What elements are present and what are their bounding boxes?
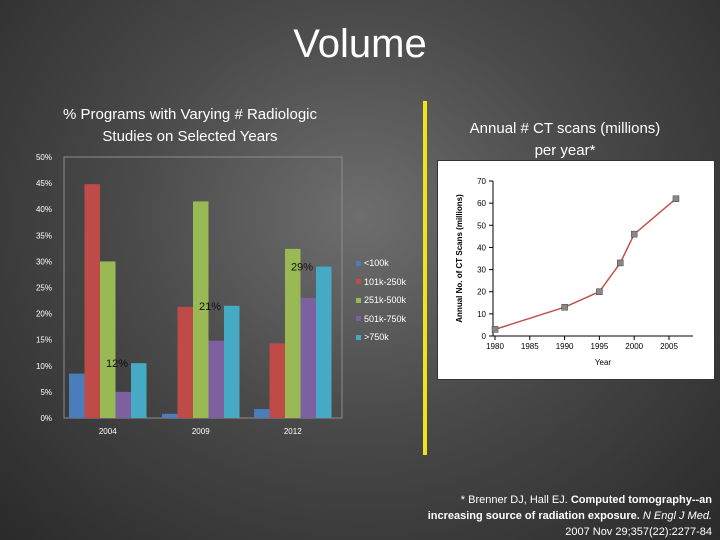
bar-2004-s2: [84, 184, 100, 418]
y-axis-label: Annual No. of CT Scans (millions): [455, 194, 464, 323]
x-tick-label: 2005: [660, 342, 678, 351]
x-tick-label: 1990: [556, 342, 574, 351]
ct-chart-title-line1: Annual # CT scans (millions): [469, 120, 661, 137]
legend-item: >750k: [356, 328, 406, 347]
y-tick-label: 50%: [36, 153, 52, 162]
citation-title: Computed tomography--an increasing sourc…: [427, 494, 712, 522]
y-tick-label: 50: [477, 221, 486, 230]
bar-2009-s1: [162, 413, 178, 418]
legend-label: 501k-750k: [364, 313, 407, 324]
y-tick-label: 60: [477, 199, 486, 208]
x-tick-label: 2004: [99, 427, 117, 436]
bar-2009-s2: [177, 306, 193, 418]
bar-2004-s3: [100, 261, 116, 418]
x-tick-label: 2012: [284, 427, 302, 436]
y-tick-label: 10%: [36, 362, 52, 371]
ct-chart-title-line2: per year*: [534, 142, 596, 159]
y-tick-label: 20: [477, 288, 486, 297]
divider-line: [423, 101, 427, 455]
citation-journal: N Engl J Med.: [642, 510, 712, 522]
y-tick-label: 30%: [36, 257, 52, 266]
legend-item: 501k-750k: [356, 310, 406, 329]
legend-label: <100k: [364, 258, 389, 269]
bar-2012-s2: [269, 343, 285, 418]
x-tick-label: 1995: [591, 342, 609, 351]
y-tick-label: 20%: [36, 310, 52, 319]
bar-chart-title: % Programs with Varying # Radiologic Stu…: [40, 104, 340, 148]
annotation-label: 29%: [291, 262, 313, 274]
legend-swatch: [356, 279, 361, 285]
legend-item: <100k: [356, 254, 406, 273]
y-tick-label: 0: [482, 332, 487, 341]
ct-data-point: [630, 230, 638, 238]
bar-2012-s1: [254, 409, 270, 418]
legend-swatch: [356, 297, 361, 303]
ct-data-point: [596, 288, 603, 295]
y-tick-label: 15%: [36, 336, 52, 345]
legend-item: 101k-250k: [356, 273, 406, 292]
bar-2012-s4: [300, 297, 316, 418]
x-tick-label: 2000: [625, 342, 643, 351]
bar-2012-s3: [285, 248, 301, 418]
bar-chart-title-line1: % Programs with Varying # Radiologic: [63, 106, 317, 123]
y-tick-label: 35%: [36, 231, 52, 240]
bar-2004-s5: [131, 363, 147, 418]
legend-item: 251k-500k: [356, 291, 406, 310]
citation-ref: 2007 Nov 29;357(22):2277-84: [565, 526, 712, 538]
annotation-label: 12%: [106, 358, 128, 370]
y-tick-label: 10: [477, 310, 486, 319]
slide-title: Volume: [293, 22, 427, 66]
y-tick-label: 25%: [36, 284, 52, 293]
ct-chart-title: Annual # CT scans (millions) per year*: [450, 118, 680, 162]
annotation-label: 21%: [199, 301, 221, 313]
x-tick-label: 1985: [521, 342, 539, 351]
y-tick-label: 30: [477, 266, 486, 275]
bar-2004-s1: [69, 373, 85, 418]
y-tick-label: 45%: [36, 179, 52, 188]
bar-2009-s4: [208, 340, 224, 418]
bar-chart-title-line2: Studies on Selected Years: [102, 128, 278, 145]
legend-label: 251k-500k: [364, 295, 407, 306]
ct-chart: 0 10 20 30 40 50 60 70 1980 1985 1990 1995 2000 2005 Y…: [455, 177, 693, 367]
y-tick-label: 0%: [40, 414, 52, 423]
x-axis-label: Year: [595, 358, 612, 367]
legend-swatch: [356, 316, 361, 322]
y-tick-label: 70: [477, 177, 486, 186]
bar-2004-s4: [115, 391, 131, 418]
ct-data-point: [672, 195, 680, 202]
x-tick-label: 2009: [192, 427, 210, 436]
y-tick-label: 40: [477, 243, 486, 252]
legend-swatch: [356, 260, 361, 266]
citation-authors: * Brenner DJ, Hall EJ.: [460, 494, 568, 506]
legend-label: 101k-250k: [364, 276, 407, 287]
ct-data-point: [561, 303, 568, 311]
legend-label: >750k: [364, 332, 389, 343]
bar-2012-s5: [316, 266, 332, 418]
y-tick-label: 40%: [36, 205, 52, 214]
citation: * Brenner DJ, Hall EJ. Computed tomograp…: [410, 492, 712, 540]
ct-data-point: [617, 259, 624, 267]
y-tick-label: 5%: [40, 388, 52, 397]
ct-chart-panel: 0 10 20 30 40 50 60 70 1980 1985 1990 1995 2000 2005 Y…: [437, 160, 715, 380]
x-tick-label: 1980: [486, 342, 504, 351]
ct-series-line: [494, 198, 677, 331]
bar-chart-legend: <100k 101k-250k 251k-500k 501k-750k >750k: [356, 254, 406, 347]
ct-data-point: [491, 326, 499, 333]
legend-swatch: [356, 334, 361, 340]
bar-2009-s3: [193, 201, 209, 418]
bar-2009-s5: [224, 305, 240, 418]
